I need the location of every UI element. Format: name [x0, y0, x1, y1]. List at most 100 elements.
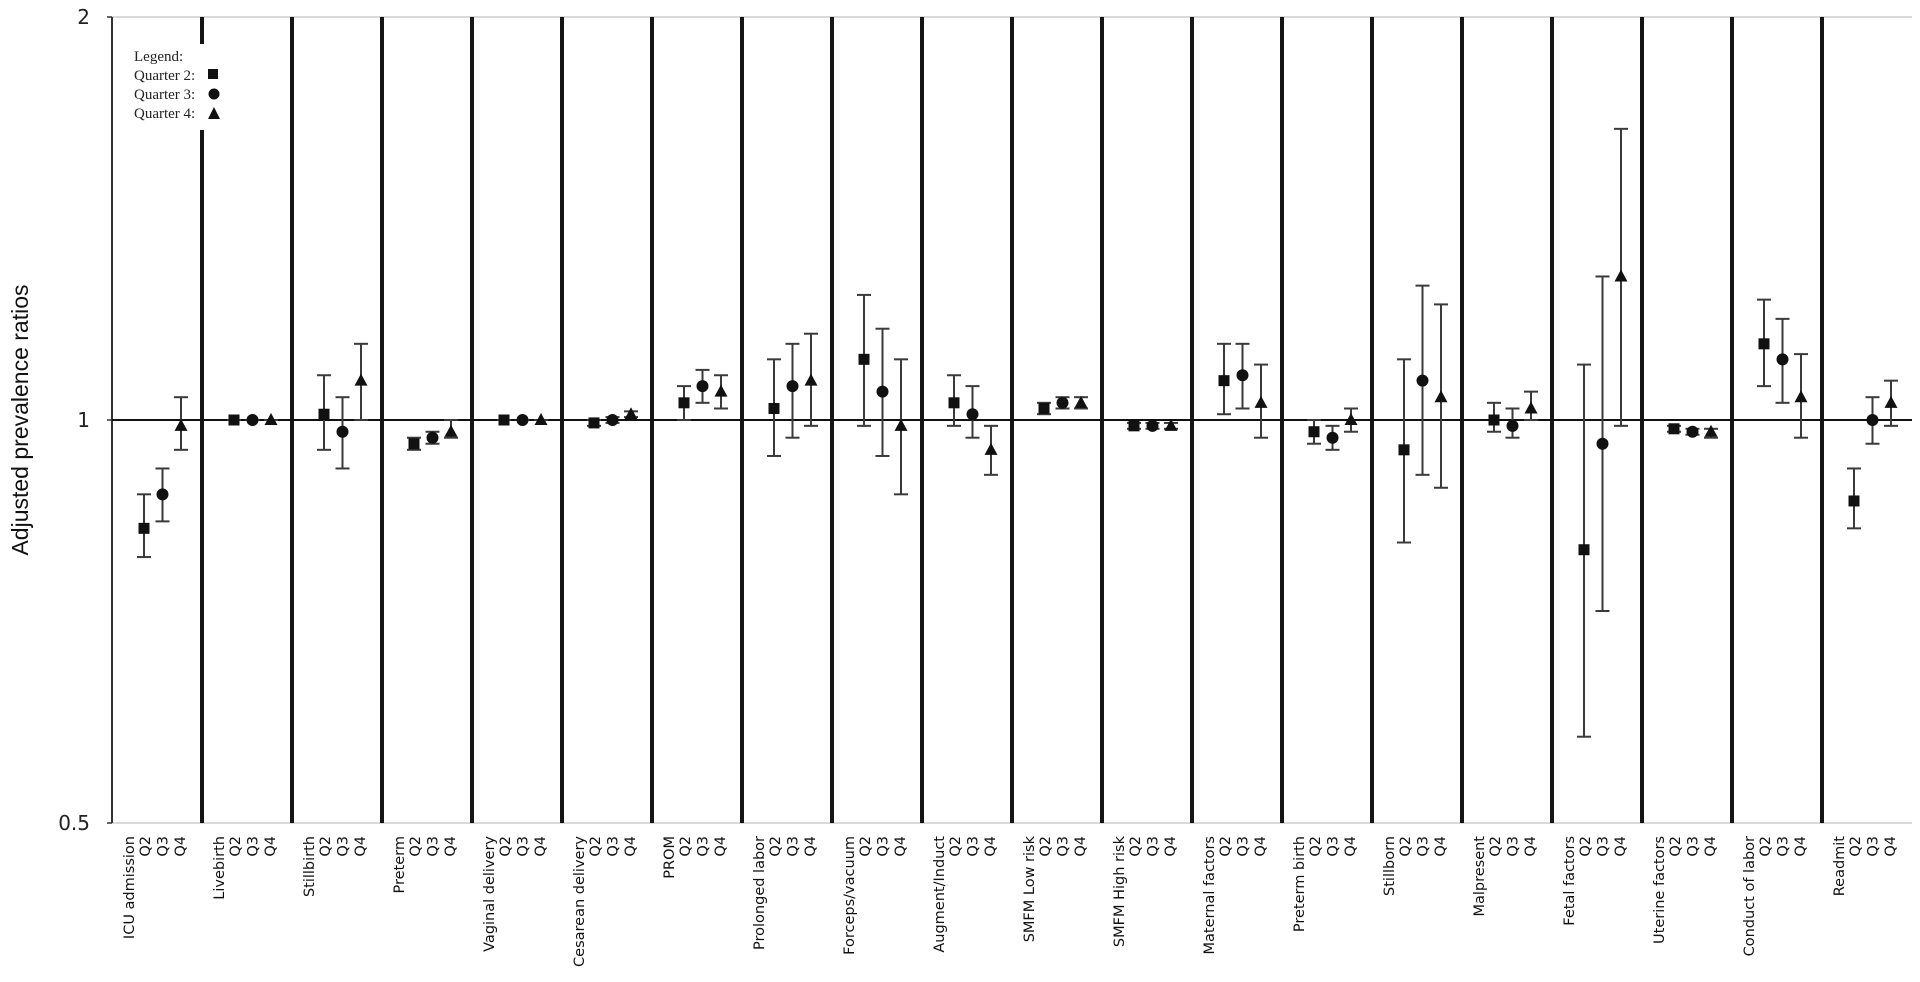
quarter-label: Q2	[138, 836, 154, 857]
point-q3-circle	[696, 380, 709, 393]
point-q2-square	[228, 414, 240, 426]
category-label: Stillborn	[1382, 836, 1398, 896]
point-q4-triangle	[1524, 401, 1538, 414]
point-q4-triangle	[804, 373, 818, 386]
quarter-label: Q3	[516, 836, 532, 857]
quarter-label: Q4	[983, 836, 999, 857]
group-preterm	[407, 419, 458, 451]
category-label: Uterine factors	[1652, 836, 1668, 944]
quarter-label: Q4	[713, 836, 729, 857]
point-q2-square	[948, 397, 960, 409]
data-marks	[137, 127, 1898, 738]
quarter-label: Q4	[1433, 836, 1449, 857]
y-axis-label: Adjusted prevalence ratios	[7, 284, 33, 555]
quarter-label: Q4	[533, 836, 549, 857]
quarter-label: Q2	[768, 836, 784, 857]
point-q2-square	[318, 408, 330, 420]
quarter-label: Q4	[1163, 836, 1179, 857]
quarter-label: Q3	[786, 836, 802, 857]
quarter-label: Q3	[876, 836, 892, 857]
y-tick-label: 2	[77, 5, 90, 29]
quarter-label: Q3	[696, 836, 712, 857]
quarter-label: Q4	[803, 836, 819, 857]
quarter-label: Q3	[1596, 836, 1612, 857]
category-label: Livebirth	[212, 836, 228, 900]
category-label: Readmit	[1832, 836, 1848, 897]
point-q4-triangle	[1254, 395, 1268, 408]
quarter-label: Q2	[1758, 836, 1774, 857]
point-q2-square	[858, 353, 870, 365]
point-q2-square	[588, 417, 600, 429]
quarter-label: Q2	[1488, 836, 1504, 857]
quarter-label: Q4	[1253, 836, 1269, 857]
point-q2-square	[1128, 420, 1140, 432]
point-q3-circle	[1506, 419, 1519, 432]
quarter-label: Q4	[173, 836, 189, 857]
quarter-label: Q2	[408, 836, 424, 857]
category-label: Fetal factors	[1562, 836, 1578, 926]
quarter-label: Q2	[1128, 836, 1144, 857]
point-q2-square	[138, 522, 150, 534]
point-q2-square	[768, 402, 780, 414]
quarter-label: Q3	[966, 836, 982, 857]
group-malpresent	[1487, 390, 1538, 439]
point-q2-square	[1668, 423, 1680, 435]
point-q4-triangle	[1614, 269, 1628, 282]
point-q4-triangle	[1074, 395, 1088, 408]
legend-title: Legend:	[134, 49, 183, 65]
category-label: PROM	[662, 836, 678, 879]
quarter-label: Q4	[1793, 836, 1809, 857]
category-label: Prolonged labor	[752, 836, 768, 950]
quarter-label: Q4	[623, 836, 639, 857]
point-q3-circle	[1236, 369, 1249, 382]
point-q4-triangle	[444, 424, 458, 437]
point-q2-square	[1218, 375, 1230, 387]
point-q3-circle	[606, 414, 619, 426]
quarter-label: Q2	[1218, 836, 1234, 857]
group-prom	[677, 368, 728, 421]
x-axis-labels: ICU admission Q2 Q3 Q4 Livebirth Q2 Q3 Q4 Stillb…	[122, 835, 1899, 967]
quarter-label: Q2	[1308, 836, 1324, 857]
quarter-label: Q3	[336, 836, 352, 857]
point-q4-triangle	[264, 413, 278, 425]
point-q3-circle	[876, 385, 889, 398]
quarter-label: Q2	[588, 836, 604, 857]
quarter-label: Q3	[1416, 836, 1432, 857]
quarter-label: Q4	[1703, 836, 1719, 857]
point-q2-square	[1398, 444, 1410, 456]
point-q4-triangle	[1164, 418, 1178, 431]
point-q3-circle	[246, 414, 259, 426]
group-livebirth	[227, 413, 278, 426]
quarter-label: Q2	[228, 836, 244, 857]
point-q3-circle	[156, 488, 169, 501]
category-label: SMFM High risk	[1112, 835, 1128, 947]
point-q3-circle	[966, 408, 979, 421]
point-q3-circle	[336, 425, 349, 438]
quarter-label: Q3	[1056, 836, 1072, 857]
quarter-label: Q4	[443, 836, 459, 857]
point-q4-triangle	[1704, 424, 1718, 437]
quarter-label: Q2	[678, 836, 694, 857]
quarter-label: Q4	[1343, 836, 1359, 857]
quarter-label: Q4	[1073, 836, 1089, 857]
group-fetal-factors	[1577, 127, 1628, 738]
point-q2-square	[408, 438, 420, 450]
group-vaginal-delivery	[497, 413, 548, 426]
quarter-label: Q4	[893, 836, 909, 857]
quarter-label: Q2	[948, 836, 964, 857]
quarter-label: Q4	[353, 836, 369, 857]
point-q4-triangle	[714, 384, 728, 397]
category-label: ICU admission	[122, 836, 138, 939]
quarter-label: Q4	[263, 836, 279, 857]
legend: Legend: Quarter 2: Quarter 3: Quarter 4:	[130, 44, 230, 130]
point-q3-circle	[1326, 431, 1339, 444]
quarter-label: Q3	[156, 836, 172, 857]
point-q2-square	[1848, 495, 1860, 507]
point-q3-circle	[516, 414, 529, 426]
point-q4-triangle	[1434, 390, 1448, 403]
point-q2-square	[1578, 544, 1590, 556]
group-uterine-factors	[1667, 423, 1718, 439]
point-q4-triangle	[174, 418, 188, 431]
quarter-label: Q4	[1883, 836, 1899, 857]
point-q3-circle	[1686, 425, 1699, 438]
